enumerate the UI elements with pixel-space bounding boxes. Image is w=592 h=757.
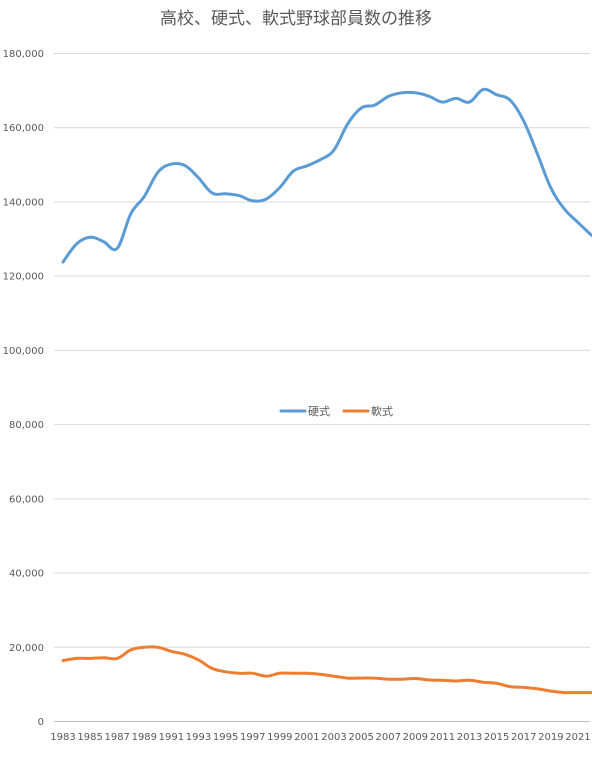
- y-tick-label: 0: [38, 717, 44, 728]
- x-tick-label: 2017: [511, 732, 536, 743]
- gridlines: [54, 53, 590, 722]
- y-tick-label: 100,000: [3, 346, 44, 357]
- x-tick-label: 2019: [538, 732, 563, 743]
- x-axis-ticks: 1983 1985 1987 1989 1991 1993 1995 1997 1999 2001…: [50, 732, 590, 743]
- series-lines: [61, 87, 592, 695]
- legend-label: 硬式: [308, 405, 330, 418]
- y-tick-label: 80,000: [9, 420, 44, 431]
- x-tick-label: 2011: [430, 732, 455, 743]
- y-tick-label: 120,000: [3, 272, 44, 283]
- series-line-軟式: [61, 645, 592, 695]
- y-tick-label: 20,000: [9, 643, 44, 654]
- series-line-硬式: [61, 87, 592, 264]
- x-tick-label: 2013: [457, 732, 482, 743]
- x-tick-label: 2021: [565, 732, 590, 743]
- y-tick-label: 40,000: [9, 569, 44, 580]
- x-tick-label: 2009: [403, 732, 428, 743]
- x-tick-label: 1997: [240, 732, 265, 743]
- x-tick-label: 2005: [348, 732, 373, 743]
- x-tick-label: 1991: [159, 732, 184, 743]
- chart-title: 高校、硬式、軟式野球部員数の推移: [160, 9, 432, 29]
- x-tick-label: 1993: [186, 732, 211, 743]
- y-tick-label: 180,000: [3, 49, 44, 60]
- x-tick-label: 1999: [267, 732, 292, 743]
- legend-label: 軟式: [371, 404, 393, 418]
- y-tick-label: 60,000: [9, 494, 44, 505]
- x-tick-label: 2001: [294, 732, 319, 743]
- y-tick-label: 140,000: [3, 197, 44, 208]
- x-tick-label: 2007: [376, 732, 401, 743]
- x-tick-label: 1989: [132, 732, 157, 743]
- y-axis-ticks: 0 20,000 40,000 60,000 80,000 100,000 120,000 1…: [3, 49, 44, 728]
- y-tick-label: 160,000: [3, 123, 44, 134]
- x-tick-label: 1983: [50, 732, 75, 743]
- x-tick-label: 2015: [484, 732, 509, 743]
- x-tick-label: 1995: [213, 732, 238, 743]
- legend: 硬式 軟式: [279, 404, 393, 418]
- x-tick-label: 1985: [77, 732, 102, 743]
- x-tick-label: 2003: [321, 732, 346, 743]
- x-tick-label: 1987: [104, 732, 129, 743]
